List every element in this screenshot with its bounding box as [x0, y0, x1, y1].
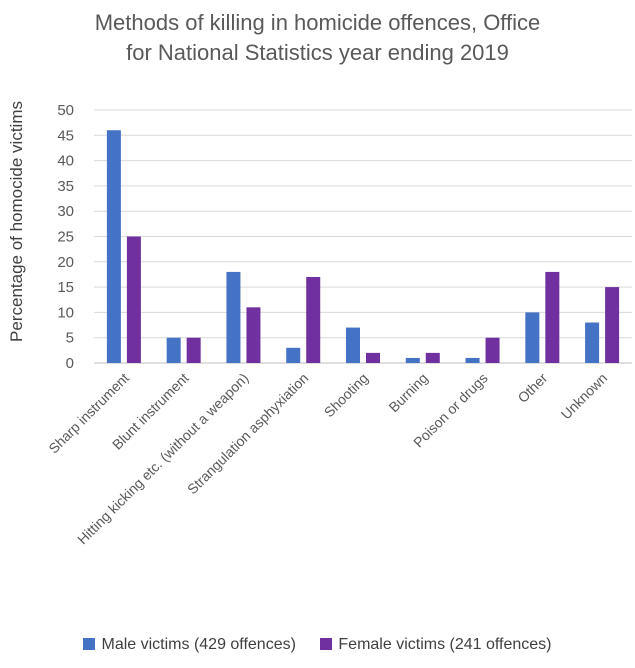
- y-tick-label: 15: [57, 279, 74, 296]
- bar-female: [485, 337, 500, 363]
- legend: Male victims (429 offences) Female victi…: [0, 636, 635, 654]
- y-tick-label: 50: [57, 102, 74, 119]
- x-category-label: Burning: [385, 370, 430, 415]
- x-category-label: Shooting: [321, 370, 371, 420]
- legend-label-male: Male victims (429 offences): [101, 636, 296, 653]
- bar-male: [585, 322, 600, 363]
- x-category-label: Strangulation asphyxiation: [184, 370, 311, 497]
- bars: [106, 130, 620, 363]
- bar-female: [545, 271, 560, 363]
- bar-female: [366, 352, 380, 363]
- legend-item-female: Female victims (241 offences): [320, 636, 552, 654]
- bar-female: [126, 236, 141, 363]
- bar-male: [106, 130, 121, 363]
- bar-female: [186, 337, 201, 363]
- bar-male: [465, 357, 480, 363]
- y-axis-ticks: 0 5 10 15 20 25 30 35 40 45 50: [57, 102, 74, 372]
- chart-title: Methods of killing in homicide offences,…: [0, 8, 635, 68]
- legend-swatch-female: [320, 638, 333, 650]
- bar-male: [405, 357, 420, 363]
- y-tick-label: 40: [57, 153, 74, 170]
- bar-female: [605, 287, 620, 363]
- x-category-label: Other: [514, 370, 550, 406]
- bar-male: [346, 327, 360, 363]
- y-tick-label: 30: [57, 203, 74, 220]
- y-tick-label: 20: [57, 254, 74, 271]
- bar-male: [286, 347, 301, 363]
- y-tick-label: 45: [57, 127, 74, 144]
- bar-male: [525, 312, 540, 363]
- x-category-label: Unknown: [558, 370, 611, 423]
- bar-male: [166, 337, 181, 363]
- bar-male: [226, 271, 241, 363]
- y-tick-label: 10: [57, 304, 74, 321]
- y-tick-label: 35: [57, 178, 74, 195]
- chart-title-line-2: for National Statistics year ending 2019: [126, 40, 509, 65]
- bar-female: [246, 307, 261, 363]
- bar-female: [306, 276, 321, 363]
- y-tick-label: 25: [57, 229, 74, 246]
- legend-item-male: Male victims (429 offences): [83, 636, 296, 654]
- chart-title-line-1: Methods of killing in homicide offences,…: [94, 10, 541, 35]
- y-tick-label: 5: [66, 330, 74, 347]
- legend-label-female: Female victims (241 offences): [338, 636, 552, 653]
- bar-female: [425, 352, 440, 363]
- y-tick-label: 0: [66, 355, 74, 372]
- legend-swatch-male: [83, 638, 96, 650]
- gridlines: [94, 109, 632, 364]
- y-axis-label: Percentage of homocide victims: [7, 101, 26, 342]
